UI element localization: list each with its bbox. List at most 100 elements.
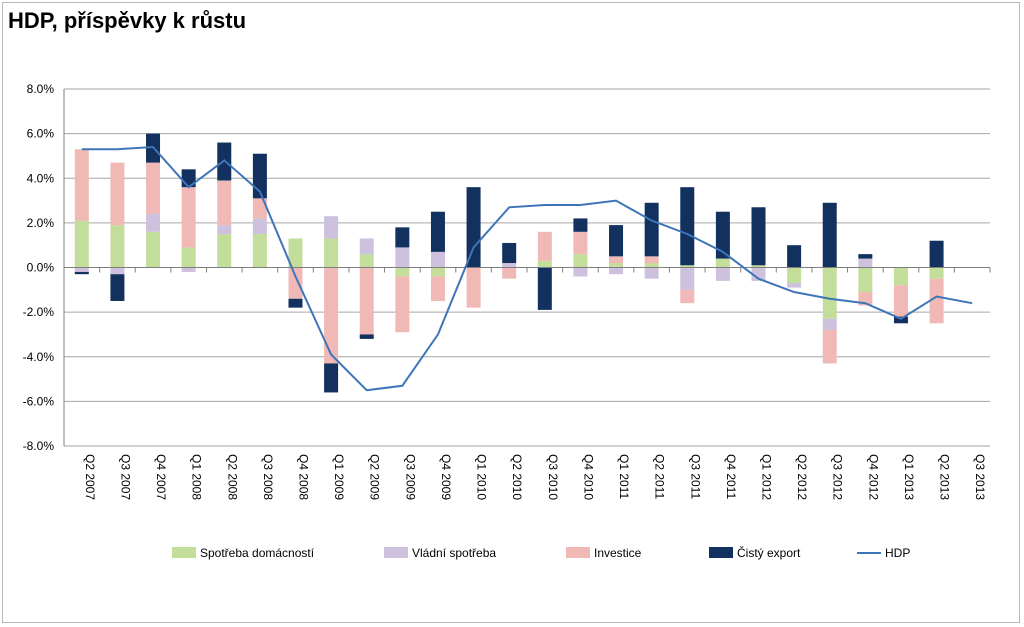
- x-tick-label: Q1 2012: [760, 454, 774, 500]
- bar-segment: [502, 263, 517, 268]
- bar-segment: [751, 267, 766, 281]
- y-tick-label: 4.0%: [27, 171, 55, 185]
- bar-segment: [110, 274, 125, 301]
- bar-segment: [573, 218, 588, 232]
- bar-segment: [787, 267, 802, 284]
- hdp-line: [81, 145, 973, 392]
- hdp-line-layer: [81, 145, 973, 392]
- y-tick-label: -6.0%: [23, 394, 55, 408]
- bar-segment: [715, 258, 730, 268]
- x-tick-label: Q3 2007: [118, 454, 132, 500]
- bar-segment: [395, 267, 410, 277]
- bar-segment: [324, 267, 339, 364]
- bar-segment: [609, 263, 624, 268]
- bar-segment: [573, 254, 588, 268]
- bar-segment: [822, 329, 837, 364]
- bar-segment: [395, 227, 410, 248]
- bar-segment: [537, 260, 552, 268]
- bar-segment: [715, 211, 730, 259]
- y-tick-label: 2.0%: [27, 216, 55, 230]
- x-tick-label: Q4 2011: [724, 454, 738, 499]
- bar-segment: [644, 267, 659, 279]
- bar-segment: [146, 231, 161, 268]
- bar-segment: [110, 267, 125, 275]
- bar-segment: [430, 276, 445, 301]
- bar-segment: [146, 213, 161, 232]
- bar-segment: [893, 285, 908, 317]
- bar-segment: [537, 231, 552, 261]
- bar-segment: [537, 267, 552, 310]
- bar-segment: [822, 267, 837, 319]
- x-tick-label: Q2 2013: [938, 454, 952, 500]
- bar-segment: [680, 265, 695, 268]
- bar-segment: [252, 153, 267, 199]
- bar-segment: [751, 207, 766, 266]
- legend-label: Investice: [594, 546, 642, 560]
- bar-segment: [395, 276, 410, 333]
- legend-swatch: [709, 547, 733, 558]
- x-tick-label: Q2 2010: [510, 454, 524, 500]
- bar-segment: [324, 238, 339, 268]
- x-tick-label: Q3 2013: [973, 454, 987, 500]
- bar-segment: [929, 267, 944, 279]
- y-tick-label: -8.0%: [23, 439, 55, 453]
- bar-segment: [502, 242, 517, 264]
- bar-segment: [288, 267, 303, 299]
- bar-segment: [359, 267, 374, 335]
- bar-segment: [181, 247, 196, 268]
- bar-segment: [324, 363, 339, 393]
- bar-segment: [893, 267, 908, 286]
- x-tick-label: Q1 2009: [332, 454, 346, 500]
- bar-segment: [252, 198, 267, 219]
- x-tick-label: Q3 2012: [831, 454, 845, 500]
- bar-segment: [74, 220, 89, 268]
- bar-segment: [466, 267, 481, 308]
- bar-segment: [502, 267, 517, 279]
- y-tick-label: 0.0%: [27, 261, 55, 275]
- x-tick-label: Q4 2010: [581, 454, 595, 500]
- bar-segment: [74, 271, 89, 275]
- bar-segment: [858, 267, 873, 293]
- bar-segment: [324, 216, 339, 239]
- bar-segment: [893, 316, 908, 324]
- bar-segment: [822, 318, 837, 330]
- bar-segment: [252, 234, 267, 268]
- bar-segment: [74, 149, 89, 221]
- bar-segment: [787, 245, 802, 268]
- legend-label: Spotřeba domácností: [200, 546, 315, 560]
- bars: [74, 133, 944, 393]
- y-tick-label: -2.0%: [23, 305, 55, 319]
- x-tick-label: Q2 2011: [653, 454, 667, 499]
- x-tick-label: Q1 2010: [475, 454, 489, 500]
- bar-segment: [252, 218, 267, 235]
- axes: [63, 89, 991, 446]
- x-tick-label: Q2 2012: [795, 454, 809, 500]
- bar-segment: [858, 254, 873, 259]
- bar-segment: [609, 225, 624, 257]
- bar-segment: [395, 247, 410, 268]
- bar-segment: [288, 298, 303, 308]
- bar-segment: [181, 187, 196, 248]
- bar-segment: [929, 278, 944, 324]
- legend-label: HDP: [885, 546, 910, 560]
- legend-label: Vládní spotřeba: [412, 546, 496, 560]
- bar-segment: [359, 238, 374, 255]
- bar-segment: [110, 162, 125, 226]
- bar-segment: [680, 289, 695, 304]
- bar-segment: [609, 267, 624, 275]
- x-tick-label: Q4 2007: [154, 454, 168, 500]
- bar-segment: [822, 202, 837, 268]
- bar-segment: [466, 187, 481, 268]
- bar-segment: [217, 180, 232, 226]
- x-tick-label: Q4 2012: [866, 454, 880, 500]
- legend-label: Čistý export: [737, 545, 801, 560]
- bar-segment: [787, 283, 802, 288]
- legend: Spotřeba domácností Vládní spotřeba Invest…: [172, 545, 910, 560]
- bar-segment: [217, 225, 232, 235]
- bar-segment: [359, 334, 374, 339]
- x-tick-labels: Q2 2007 Q3 2007 Q4 2007 Q1 2008 Q2 2008 Q3 20…: [83, 454, 987, 500]
- y-tick-label: -4.0%: [23, 350, 55, 364]
- x-tick-label: Q4 2008: [297, 454, 311, 500]
- bar-segment: [288, 238, 303, 268]
